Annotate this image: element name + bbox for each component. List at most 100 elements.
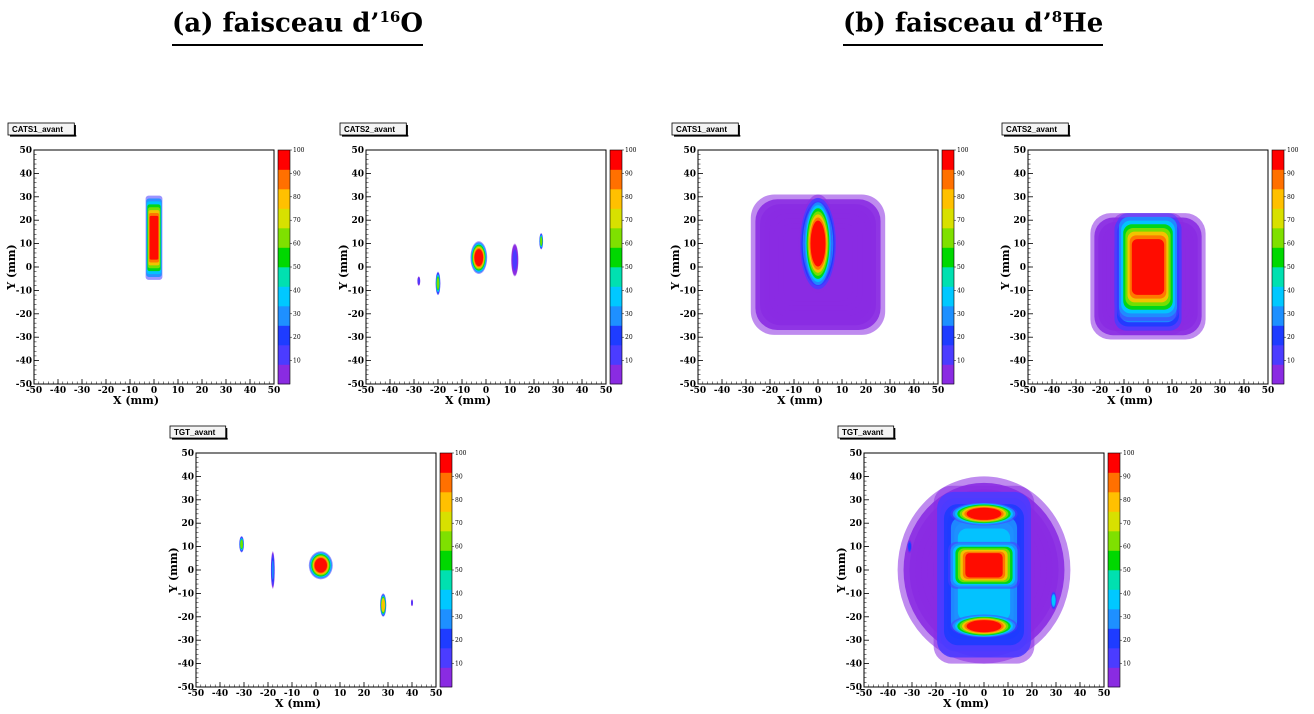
palette-cell: [610, 247, 622, 268]
y-tick-label: 40: [1013, 169, 1026, 179]
palette-label: 60: [455, 544, 463, 551]
y-tick-label: -50: [16, 380, 32, 390]
heatmap-blob: [1051, 595, 1056, 606]
y-axis-title: Y (mm): [669, 244, 682, 290]
palette-label: 100: [625, 147, 637, 154]
palette-label: 80: [1123, 497, 1131, 504]
palette-cell: [1272, 150, 1284, 170]
x-tick-label: 20: [860, 386, 873, 396]
y-tick-label: 10: [351, 240, 364, 250]
palette-cell: [942, 286, 954, 307]
x-tick-label: 20: [528, 386, 541, 396]
y-tick-label: -50: [680, 380, 696, 390]
palette-label: 60: [1123, 544, 1131, 551]
palette-cell: [942, 247, 954, 268]
y-tick-label: 30: [19, 193, 32, 203]
heatmap-blob: [512, 251, 517, 269]
x-tick-label: 40: [244, 386, 257, 396]
palette-cell: [1108, 648, 1120, 668]
y-tick-label: 10: [1013, 240, 1026, 250]
palette-label: 60: [293, 241, 301, 248]
x-tick-label: -30: [904, 689, 920, 699]
palette-cell: [278, 286, 290, 307]
palette-label: 90: [957, 170, 965, 177]
x-axis-title: X (mm): [943, 697, 989, 710]
panel-title: CATS1_avant: [676, 125, 727, 134]
y-tick-label: -10: [846, 589, 862, 599]
palette-cell: [610, 345, 622, 365]
palette-label: 80: [455, 497, 463, 504]
heatmap-blob: [411, 600, 413, 605]
palette-cell: [942, 228, 954, 248]
palette-label: 90: [1287, 170, 1295, 177]
palette-cell: [610, 325, 622, 346]
panel-title: CATS1_avant: [12, 125, 63, 134]
palette-label: 60: [1287, 241, 1295, 248]
x-tick-label: 50: [600, 386, 613, 396]
y-tick-label: -10: [680, 286, 696, 296]
y-tick-label: 40: [351, 169, 364, 179]
x-axis-title: X (mm): [113, 394, 159, 407]
x-tick-label: -20: [98, 386, 114, 396]
x-tick-label: 20: [358, 689, 371, 699]
heatmap-blob: [271, 560, 274, 580]
palette-cell: [278, 189, 290, 209]
palette-label: 20: [625, 334, 633, 341]
palette-label: 10: [293, 358, 301, 365]
palette-label: 70: [1287, 217, 1295, 224]
palette-cell: [1272, 267, 1284, 287]
palette-cell: [942, 325, 954, 346]
palette-cell: [278, 267, 290, 287]
palette-cell: [1272, 286, 1284, 307]
x-tick-label: -50: [690, 386, 706, 396]
palette-label: 30: [455, 614, 463, 621]
palette-label: 80: [957, 194, 965, 201]
y-tick-label: -50: [846, 683, 862, 693]
x-tick-label: 10: [334, 689, 347, 699]
palette-label: 100: [455, 450, 467, 457]
x-tick-label: 30: [1214, 386, 1227, 396]
palette-label: 10: [957, 358, 965, 365]
palette-cell: [440, 453, 452, 473]
x-tick-label: 30: [1050, 689, 1063, 699]
y-tick-label: 50: [351, 146, 364, 156]
palette-cell: [610, 306, 622, 326]
palette-label: 30: [1123, 614, 1131, 621]
x-tick-label: 0: [981, 689, 987, 699]
heatmap-layer: [239, 536, 413, 617]
palette-cell: [440, 667, 452, 688]
x-tick-label: -10: [786, 386, 802, 396]
palette-cell: [278, 208, 290, 229]
y-tick-label: -50: [178, 683, 194, 693]
x-tick-label: 20: [196, 386, 209, 396]
heatmap-blob: [908, 542, 911, 551]
palette-label: 70: [293, 217, 301, 224]
heatmap-layer: [417, 233, 544, 296]
palette-label: 20: [1287, 334, 1295, 341]
palette-cell: [278, 325, 290, 346]
x-tick-label: -20: [1092, 386, 1108, 396]
panel-cats2-avant-16o: CATS2_avant -50-50 -40 -40 -30 -30 -20 -20 -10 -1…: [337, 122, 637, 407]
palette-label: 20: [293, 334, 301, 341]
y-tick-label: 50: [849, 449, 862, 459]
palette-label: 40: [1123, 590, 1131, 597]
palette-cell: [440, 648, 452, 668]
palette-cell: [1108, 472, 1120, 493]
y-axis-title: Y (mm): [5, 244, 18, 290]
y-tick-label: -20: [846, 613, 862, 623]
palette-label: 70: [957, 217, 965, 224]
palette-cell: [942, 267, 954, 287]
palette-cell: [1272, 364, 1284, 385]
palette-cell: [440, 531, 452, 551]
x-tick-label: 50: [1098, 689, 1111, 699]
palette-cell: [1108, 628, 1120, 649]
x-tick-label: -30: [1068, 386, 1084, 396]
palette-cell: [278, 306, 290, 326]
x-tick-label: -30: [406, 386, 422, 396]
palette-label: 70: [455, 520, 463, 527]
palette-cell: [1108, 511, 1120, 532]
palette-cell: [1108, 609, 1120, 629]
palette-cell: [1272, 208, 1284, 229]
y-tick-label: -40: [1010, 357, 1026, 367]
x-axis-title: X (mm): [1107, 394, 1153, 407]
